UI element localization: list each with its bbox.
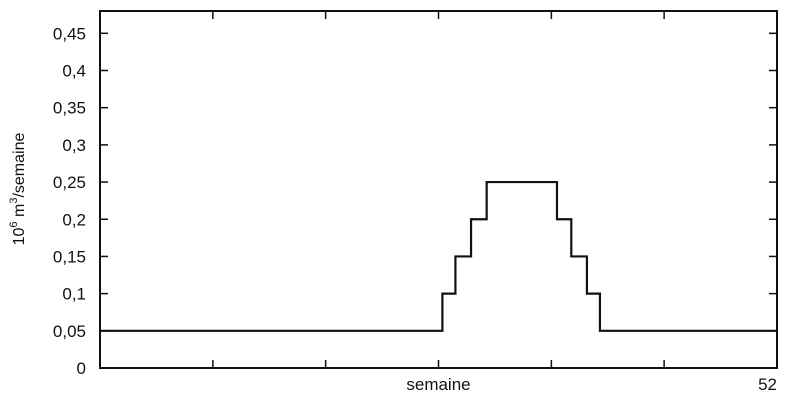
y-tick-label: 0,4 [62, 62, 86, 81]
data-series [100, 180, 777, 332]
y-tick-label: 0,25 [53, 173, 86, 192]
y-axis-label-unit: m [11, 204, 28, 222]
step-line [100, 180, 777, 332]
y-tick-label: 0,35 [53, 99, 86, 118]
y-tick-label: 0,15 [53, 247, 86, 266]
x-ticks: semaine 52 [212, 11, 778, 394]
x-tick-label: 52 [758, 375, 777, 394]
y-ticks: 0 0,05 0,1 0,15 0,2 0,25 0,3 0,35 0,4 0,45 [53, 24, 777, 378]
plot-frame [99, 10, 778, 369]
y-tick-label: 0,2 [62, 210, 86, 229]
x-axis-label: semaine [406, 375, 470, 394]
y-tick-label: 0,1 [62, 285, 86, 304]
y-axis-label-unit-exponent: 3 [8, 198, 20, 204]
y-axis-label-base: 10 [11, 227, 28, 245]
y-axis-label-exponent: 6 [8, 221, 20, 227]
y-tick-label: 0 [77, 359, 86, 378]
y-axis-label-suffix: /semaine [11, 133, 28, 198]
y-tick-label: 0,3 [62, 136, 86, 155]
y-axis-label: 106 m3/semaine [8, 133, 28, 246]
y-tick-label: 0,05 [53, 322, 86, 341]
y-tick-label: 0,45 [53, 24, 86, 43]
